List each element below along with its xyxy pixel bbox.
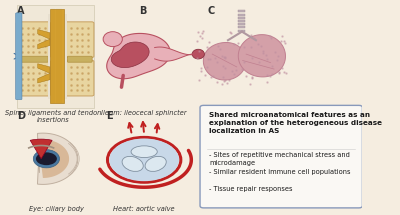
Bar bbox=[64, 14, 67, 99]
Polygon shape bbox=[38, 64, 50, 73]
Bar bbox=[48, 14, 50, 99]
Bar bbox=[238, 14, 246, 16]
Ellipse shape bbox=[33, 150, 60, 168]
Polygon shape bbox=[40, 140, 69, 178]
Wedge shape bbox=[30, 139, 52, 159]
Bar bbox=[238, 26, 246, 28]
Text: - Tissue repair responses: - Tissue repair responses bbox=[209, 186, 293, 192]
Text: - Similar resident immune cell populations: - Similar resident immune cell populatio… bbox=[209, 169, 351, 175]
Polygon shape bbox=[38, 73, 50, 83]
Text: Eye: ciliary body: Eye: ciliary body bbox=[30, 206, 84, 212]
Text: Ileum: ileocecal sphincter: Ileum: ileocecal sphincter bbox=[101, 110, 187, 116]
Bar bbox=[238, 10, 246, 12]
Polygon shape bbox=[107, 33, 170, 79]
Ellipse shape bbox=[103, 32, 122, 47]
Text: - Sites of repetitive mechanical stress and
microdamage: - Sites of repetitive mechanical stress … bbox=[209, 152, 350, 166]
Polygon shape bbox=[238, 35, 286, 77]
Circle shape bbox=[109, 138, 179, 181]
Ellipse shape bbox=[145, 156, 166, 171]
Text: B: B bbox=[139, 6, 146, 16]
Text: A: A bbox=[18, 6, 25, 16]
Bar bbox=[17, 5, 94, 108]
Bar bbox=[238, 29, 246, 32]
Polygon shape bbox=[38, 133, 78, 184]
FancyBboxPatch shape bbox=[65, 60, 94, 96]
FancyBboxPatch shape bbox=[200, 105, 362, 208]
Text: D: D bbox=[18, 111, 26, 121]
FancyBboxPatch shape bbox=[16, 60, 50, 96]
FancyBboxPatch shape bbox=[16, 22, 50, 58]
FancyBboxPatch shape bbox=[16, 13, 22, 100]
Text: Spine: ligaments and tendon
insertions: Spine: ligaments and tendon insertions bbox=[5, 110, 102, 123]
FancyBboxPatch shape bbox=[65, 22, 94, 58]
Ellipse shape bbox=[131, 146, 157, 158]
Bar bbox=[238, 23, 246, 25]
Text: Shared microanatomical features as an
explanation of the heterogeneous disease
l: Shared microanatomical features as an ex… bbox=[209, 112, 382, 134]
Circle shape bbox=[36, 152, 57, 165]
Polygon shape bbox=[38, 39, 50, 49]
Polygon shape bbox=[38, 29, 50, 39]
Ellipse shape bbox=[192, 49, 204, 59]
Ellipse shape bbox=[122, 156, 143, 171]
Text: E: E bbox=[106, 111, 112, 121]
FancyBboxPatch shape bbox=[67, 56, 92, 62]
Polygon shape bbox=[203, 43, 246, 80]
Polygon shape bbox=[111, 42, 149, 68]
Bar bbox=[50, 9, 64, 103]
Text: Heart: aortic valve: Heart: aortic valve bbox=[113, 206, 175, 212]
Text: Lung: apex: Lung: apex bbox=[223, 110, 260, 116]
Bar bbox=[238, 20, 246, 22]
Bar bbox=[238, 17, 246, 19]
Text: C: C bbox=[207, 6, 214, 16]
FancyBboxPatch shape bbox=[18, 56, 48, 62]
